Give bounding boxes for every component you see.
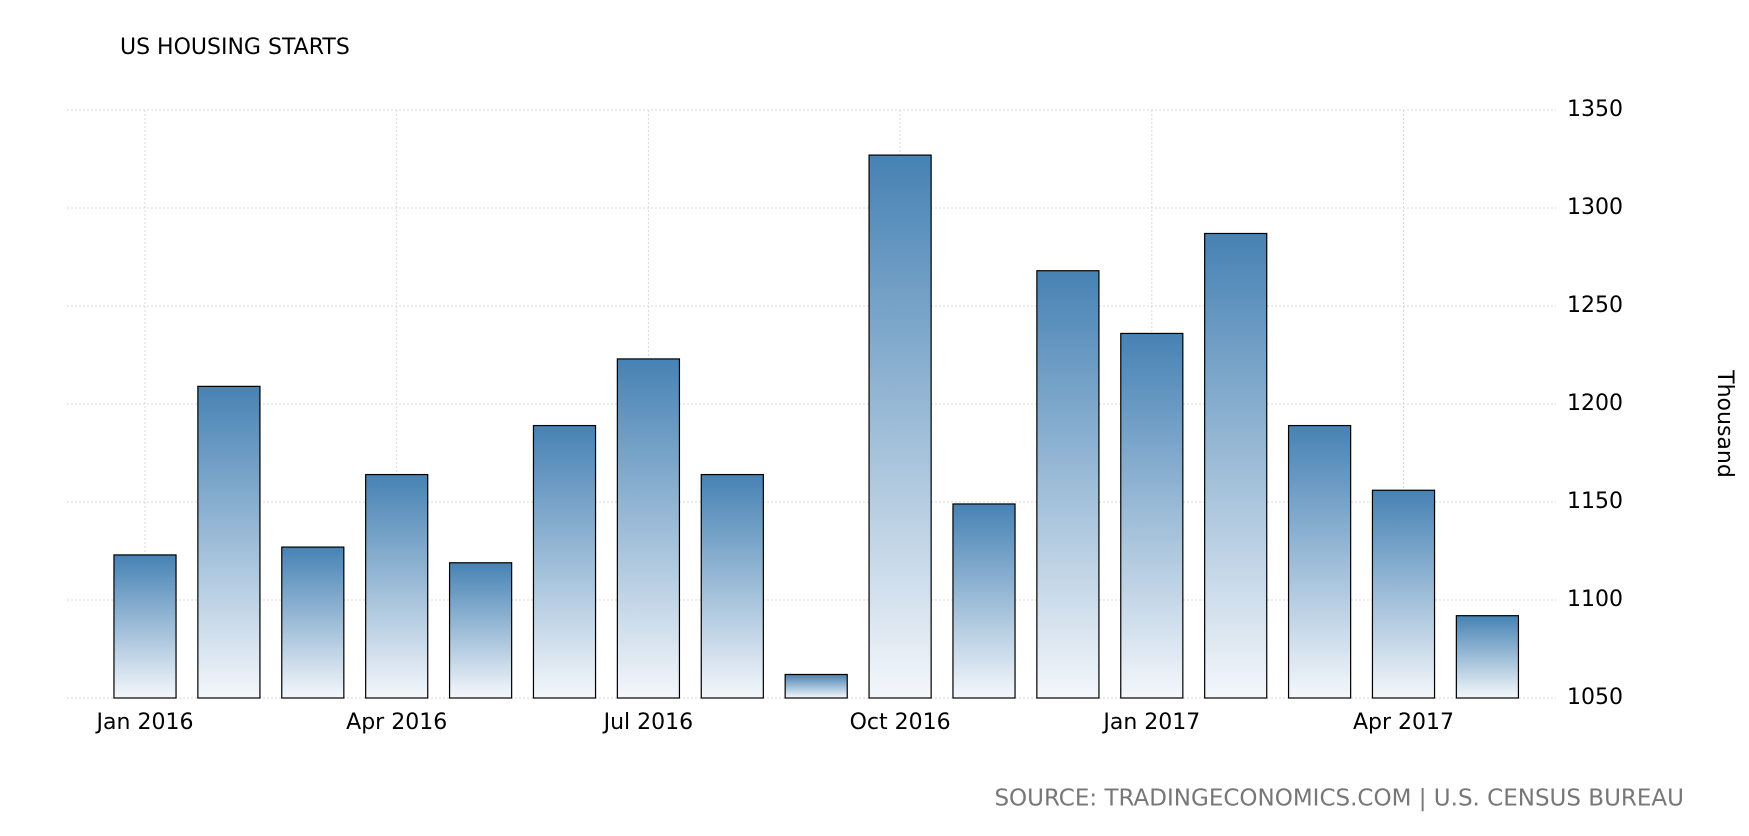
y-tick-label: 1250: [1567, 293, 1623, 318]
x-tick-label: Apr 2017: [1353, 710, 1454, 735]
y-tick-label: 1100: [1567, 587, 1623, 612]
bar: [1036, 270, 1100, 699]
source: SOURCE: TRADINGECONOMICS.COM | U.S. CENS…: [994, 786, 1684, 812]
bar: [281, 546, 345, 699]
bar: [952, 503, 1016, 699]
bar: [784, 673, 848, 699]
y-tick-label: 1350: [1567, 97, 1623, 122]
y-tick-label: 1200: [1567, 391, 1623, 416]
bar: [532, 424, 597, 699]
bar: [1204, 232, 1268, 699]
bar: [616, 358, 681, 699]
y-tick-label: 1300: [1567, 195, 1623, 220]
bar: [448, 562, 513, 699]
x-tick-label: Jan 2017: [1101, 710, 1200, 735]
bar: [868, 154, 932, 699]
bar: [700, 473, 764, 699]
bar: [197, 385, 261, 699]
x-tick-label: Jan 2016: [95, 710, 194, 735]
x-tick-label: Apr 2016: [346, 710, 447, 735]
bar: [1120, 332, 1184, 699]
bar: [1287, 424, 1352, 699]
bar: [1371, 489, 1436, 699]
bar: [113, 554, 177, 699]
bar: [1455, 615, 1520, 699]
x-tick-label: Jul 2016: [602, 710, 694, 735]
chart-title: US HOUSING STARTS: [120, 35, 350, 60]
y-axis-label: Thousand: [1712, 369, 1737, 478]
y-tick-label: 1150: [1567, 489, 1623, 514]
bar: [365, 473, 429, 699]
x-tick-label: Oct 2016: [850, 710, 951, 735]
y-tick-label: 1050: [1567, 685, 1623, 710]
